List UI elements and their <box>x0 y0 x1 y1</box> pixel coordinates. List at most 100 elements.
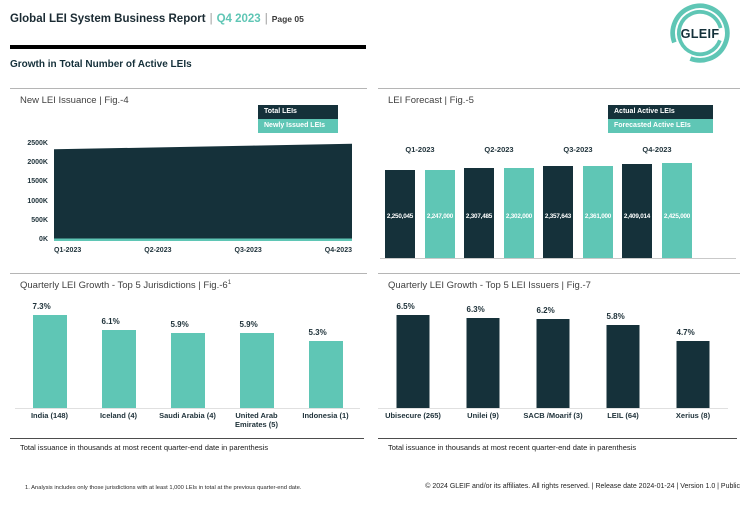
gleif-logo-text: GLEIF <box>681 27 720 41</box>
x-axis-line <box>15 408 360 409</box>
bar: 2,302,000 <box>504 168 534 258</box>
x-axis-line <box>380 258 736 259</box>
bar-pair: 2,409,014 2,425,000 <box>622 163 692 258</box>
gleif-logo-icon: GLEIF <box>670 3 730 63</box>
bar-column: 6.5% <box>378 274 448 408</box>
bar: 2,409,014 <box>622 164 652 258</box>
percent-label: 6.2% <box>536 306 555 316</box>
category-label: Iceland (4) <box>99 411 138 420</box>
section-title: Growth in Total Number of Active LEIs <box>10 59 192 70</box>
chart-note: Total issuance in thousands at most rece… <box>388 443 637 452</box>
percent-label: 5.3% <box>308 327 327 337</box>
bar <box>466 317 500 408</box>
bar-column: 6.3% <box>448 274 518 408</box>
bar <box>239 332 274 408</box>
legend-label: Newly Issued LEIs <box>264 122 326 129</box>
quarter-label: Q4-2023 <box>642 145 672 154</box>
category-label: Unilei (9) <box>467 411 499 420</box>
bar-columns: 7.3% 6.1% 5.9% 5.9% 5.3% <box>15 274 360 408</box>
percent-label: 6.1% <box>101 317 120 327</box>
bar-value-label: 2,425,000 <box>663 213 691 220</box>
y-axis-labels: 2500K 2000K 1500K 1000K 500K 0K <box>10 137 48 245</box>
bar: 2,247,000 <box>425 170 455 258</box>
area-plot <box>54 143 352 241</box>
forecast-group: Q2-2023 2,307,485 2,302,000 <box>464 145 534 258</box>
x-tick-label: Q3-2023 <box>234 247 262 254</box>
category-label: LEIL (64) <box>607 411 639 420</box>
page-number: Page 05 <box>271 14 304 24</box>
bar-column: 7.3% <box>15 274 84 408</box>
bar <box>676 340 710 408</box>
report-title-text: Global LEI System Business Report <box>10 13 206 25</box>
y-tick-label: 500K <box>31 216 48 224</box>
bar-column: 5.9% <box>153 274 222 408</box>
bar-value-label: 2,250,045 <box>386 213 414 220</box>
legend-fig4: Total LEIs Newly Issued LEIs <box>258 105 338 133</box>
category-label: India (148) <box>30 411 69 420</box>
note-divider <box>378 438 737 439</box>
chart-lei-forecast: LEI Forecast | Fig.-5 Actual Active LEIs… <box>378 88 740 268</box>
bar-columns: 6.5% 6.3% 6.2% 5.8% 4.7% <box>378 274 728 408</box>
quarter-label: Q1-2023 <box>405 145 435 154</box>
chart-title-fig5: LEI Forecast | Fig.-5 <box>388 95 474 106</box>
bar-value-label: 2,307,485 <box>465 213 493 220</box>
y-tick-label: 1500K <box>27 178 48 186</box>
total-leis-area <box>54 143 352 241</box>
bar-pair: 2,250,045 2,247,000 <box>385 170 455 258</box>
forecast-group: Q4-2023 2,409,014 2,425,000 <box>622 145 692 258</box>
legend-fig5: Actual Active LEIs Forecasted Active LEI… <box>608 105 713 133</box>
bar-pair: 2,307,485 2,302,000 <box>464 167 534 258</box>
bar <box>396 315 430 408</box>
percent-label: 4.7% <box>676 327 695 337</box>
note-divider <box>10 438 364 439</box>
report-quarter: Q4 2023 <box>216 13 261 25</box>
x-axis-labels: Q1-2023 Q2-2023 Q3-2023 Q4-2023 <box>54 247 352 254</box>
bar-pair: 2,357,643 2,361,000 <box>543 165 613 258</box>
chart-title-fig7: Quarterly LEI Growth - Top 5 LEI Issuers… <box>388 280 591 291</box>
category-label: Indonesia (1) <box>302 411 349 420</box>
y-tick-label: 1000K <box>27 197 48 205</box>
y-tick-label: 2500K <box>27 140 48 147</box>
percent-label: 6.5% <box>396 302 415 311</box>
footnote-marker: 1 <box>227 280 232 286</box>
quarter-label: Q2-2023 <box>484 145 514 154</box>
bar-column: 6.1% <box>84 274 153 408</box>
bar-value-label: 2,357,643 <box>544 213 572 220</box>
bar <box>308 340 343 408</box>
separator: | <box>209 13 213 25</box>
percent-label: 5.8% <box>606 312 625 321</box>
percent-label: 5.9% <box>170 319 189 329</box>
chart-top5-jurisdictions: Quarterly LEI Growth - Top 5 Jurisdictio… <box>10 273 367 461</box>
forecast-group: Q3-2023 2,357,643 2,361,000 <box>543 145 613 258</box>
bar-column: 4.7% <box>658 274 728 408</box>
legend-item-forecasted-active-leis: Forecasted Active LEIs <box>608 119 713 133</box>
category-label: Saudi Arabia (4) <box>159 411 216 420</box>
copyright: © 2024 GLEIF and/or its affiliates. All … <box>425 483 740 490</box>
quarter-label: Q3-2023 <box>563 145 593 154</box>
y-tick-label: 0K <box>39 236 48 243</box>
category-labels: Ubisecure (265) Unilei (9) SACB /Moarif (3… <box>378 411 728 420</box>
bar <box>32 315 67 408</box>
legend-item-actual-active-leis: Actual Active LEIs <box>608 105 713 119</box>
forecast-group: Q1-2023 2,250,045 2,247,000 <box>385 145 455 258</box>
newly-issued-strip <box>54 238 352 241</box>
legend-item-total-leis: Total LEIs <box>258 105 338 119</box>
bar-value-label: 2,302,000 <box>505 213 533 220</box>
bar-column: 5.8% <box>588 274 658 408</box>
legend-label: Actual Active LEIs <box>614 108 675 115</box>
forecast-bar-groups: Q1-2023 2,250,045 2,247,000 Q2-2023 2,307,48… <box>385 145 692 258</box>
x-axis-line <box>378 408 728 409</box>
bar: 2,250,045 <box>385 170 415 258</box>
bar-value-label: 2,409,014 <box>623 213 651 220</box>
bar <box>606 325 640 408</box>
bar-value-label: 2,247,000 <box>426 213 454 220</box>
header-rule <box>10 45 366 49</box>
chart-new-lei-issuance: New LEI Issuance | Fig.-4 Total LEIs New… <box>10 88 367 268</box>
percent-label: 7.3% <box>32 302 51 311</box>
bar: 2,425,000 <box>662 163 692 258</box>
separator: | <box>264 13 268 25</box>
gleif-logo: GLEIF <box>662 2 738 66</box>
percent-label: 5.9% <box>239 319 258 329</box>
bar: 2,307,485 <box>464 167 494 258</box>
